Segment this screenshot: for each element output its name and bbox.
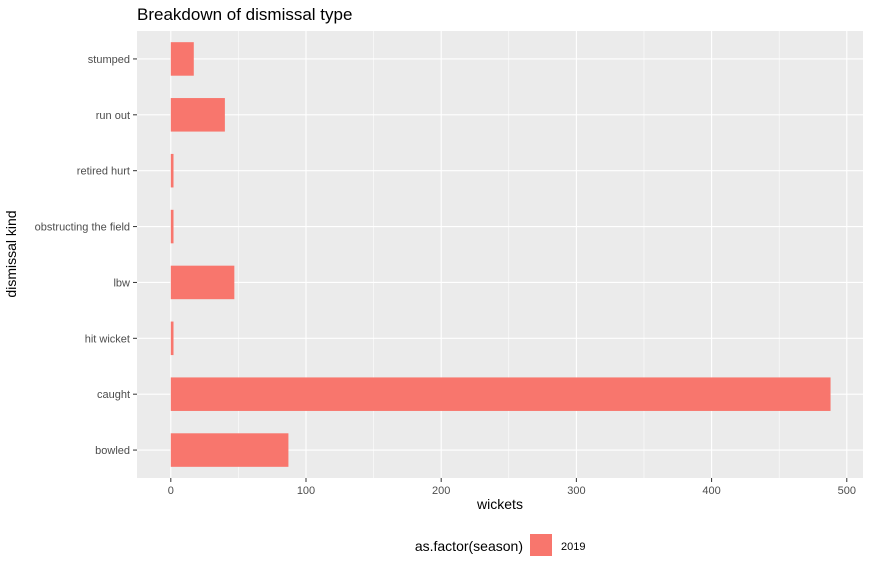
legend-key — [530, 534, 552, 556]
x-axis-title: wickets — [476, 496, 523, 512]
x-axis: 0 100 200 300 400 500 — [168, 478, 856, 497]
x-tick-label: 100 — [297, 485, 315, 497]
bar — [170, 433, 289, 467]
y-tick-label: hit wicket — [85, 333, 130, 345]
x-tick-label: 400 — [702, 485, 720, 497]
y-tick-label: caught — [97, 389, 130, 401]
y-tick-label: retired hurt — [77, 166, 130, 178]
bar — [170, 265, 235, 300]
legend: as.factor(season) 2019 — [415, 534, 585, 556]
y-tick-label: run out — [96, 110, 130, 122]
plot-panel — [137, 31, 863, 478]
bar — [170, 321, 174, 356]
bar — [170, 42, 194, 76]
bar — [170, 98, 225, 132]
x-tick-label: 200 — [432, 485, 450, 497]
chart-title: Breakdown of dismissal type — [137, 5, 352, 24]
x-tick-label: 500 — [838, 485, 856, 497]
legend-label: 2019 — [561, 541, 585, 553]
y-axis: bowled caught hit wicket lbw obstructing the… — [35, 54, 137, 457]
legend-title: as.factor(season) — [415, 538, 523, 554]
x-tick-label: 300 — [567, 485, 585, 497]
x-tick-label: 0 — [168, 485, 174, 497]
y-tick-label: bowled — [95, 445, 130, 457]
bar — [170, 377, 831, 411]
y-tick-label: stumped — [88, 54, 130, 66]
bar — [170, 153, 174, 188]
y-tick-label: lbw — [113, 277, 130, 289]
y-tick-label: obstructing the field — [35, 222, 130, 234]
y-axis-title: dismissal kind — [3, 210, 19, 297]
bars — [170, 42, 831, 467]
bar — [170, 209, 174, 244]
